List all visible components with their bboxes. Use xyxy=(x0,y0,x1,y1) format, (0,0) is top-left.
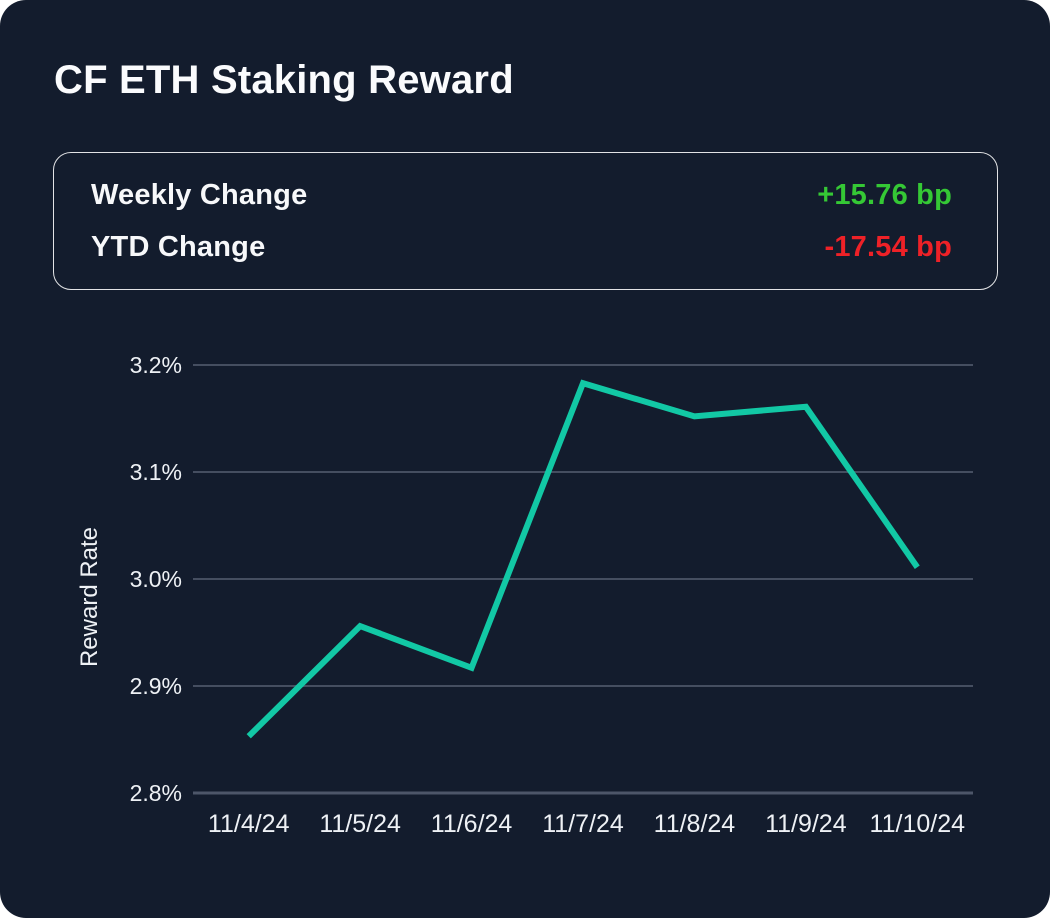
reward-rate-line-chart: 3.2% 3.1% 3.0% 2.9% 2.8% Reward Rate 11/4/24 11… xyxy=(76,352,973,838)
x-tick-label: 11/6/24 xyxy=(431,810,513,838)
x-tick-label: 11/8/24 xyxy=(654,810,736,838)
x-tick-label: 11/7/24 xyxy=(542,810,624,838)
stats-row-ytd-change: YTD Change -17.54 bp xyxy=(91,226,952,268)
stats-row-weekly-change: Weekly Change +15.76 bp xyxy=(91,174,952,216)
x-tick-label: 11/10/24 xyxy=(870,810,966,838)
x-tick-label: 11/9/24 xyxy=(765,810,847,838)
y-tick-label: 3.2% xyxy=(130,352,182,378)
y-axis-title: Reward Rate xyxy=(76,527,103,667)
x-tick-label: 11/5/24 xyxy=(319,810,401,838)
x-tick-label: 11/4/24 xyxy=(208,810,290,838)
weekly-change-label: Weekly Change xyxy=(91,178,308,211)
stats-box: Weekly Change +15.76 bp YTD Change -17.5… xyxy=(53,152,998,290)
y-tick-label: 2.9% xyxy=(130,673,182,699)
page-title: CF ETH Staking Reward xyxy=(54,58,514,102)
y-tick-label: 2.8% xyxy=(130,780,182,806)
ytd-change-label: YTD Change xyxy=(91,230,266,263)
y-tick-label: 3.0% xyxy=(130,566,182,592)
reward-rate-line xyxy=(246,379,920,739)
ytd-change-value: -17.54 bp xyxy=(824,230,952,263)
y-tick-label: 3.1% xyxy=(130,459,182,485)
weekly-change-value: +15.76 bp xyxy=(817,178,952,211)
